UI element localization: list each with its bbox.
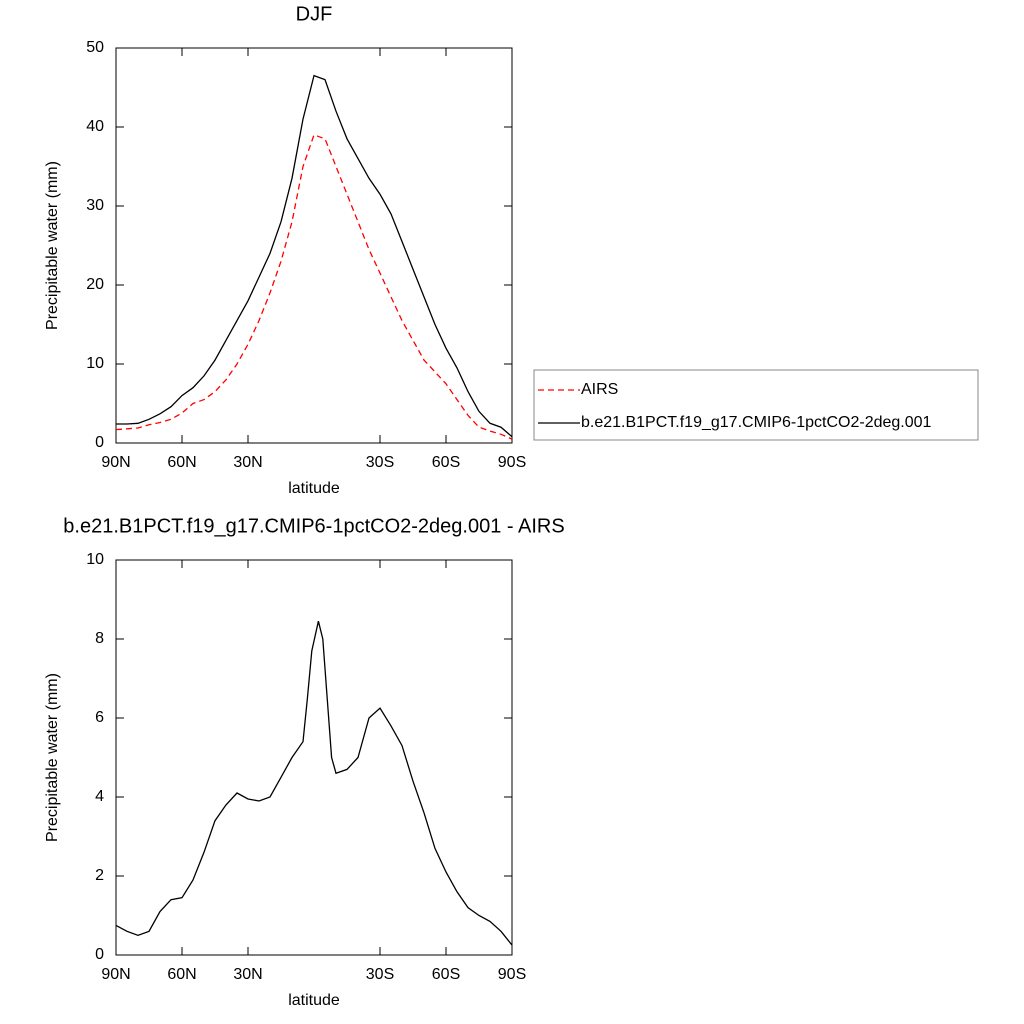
data-line [115, 621, 513, 946]
plot-frame [115, 559, 513, 956]
x-tick-label: 60S [432, 454, 460, 471]
y-tick-label: 8 [95, 630, 104, 647]
chart-title: DJF [296, 3, 333, 25]
legend-label: b.e21.B1PCT.f19_g17.CMIP6-1pctCO2-2deg.0… [581, 414, 932, 431]
x-tick-label: 30S [366, 966, 394, 983]
y-tick-label: 10 [86, 551, 104, 568]
x-tick-label: 30N [233, 966, 262, 983]
x-tick-label: 60N [167, 966, 196, 983]
y-tick-label: 0 [95, 946, 104, 963]
plot-frame [115, 47, 513, 444]
x-tick-label: 60S [432, 966, 460, 983]
y-tick-label: 20 [86, 276, 104, 293]
y-axis-label: Precipitable water (mm) [44, 673, 61, 842]
y-axis-label: Precipitable water (mm) [44, 161, 61, 330]
x-tick-label: 30S [366, 454, 394, 471]
x-tick-label: 30N [233, 454, 262, 471]
y-tick-label: 6 [95, 709, 104, 726]
y-tick-label: 0 [95, 434, 104, 451]
x-tick-label: 60N [167, 454, 196, 471]
y-tick-label: 4 [95, 788, 104, 805]
x-axis-label: latitude [288, 992, 340, 1009]
x-tick-label: 90S [498, 454, 526, 471]
legend-label: AIRS [581, 381, 618, 398]
y-tick-label: 50 [86, 39, 104, 56]
x-tick-label: 90S [498, 966, 526, 983]
x-axis-label: latitude [288, 480, 340, 497]
data-line [116, 74, 513, 438]
y-tick-label: 40 [86, 118, 104, 135]
chart-title: b.e21.B1PCT.f19_g17.CMIP6-1pctCO2-2deg.0… [63, 515, 564, 537]
y-tick-label: 2 [95, 867, 104, 884]
y-tick-label: 30 [86, 197, 104, 214]
x-tick-label: 90N [101, 966, 130, 983]
data-line [115, 134, 513, 440]
legend-box [533, 369, 979, 441]
x-tick-label: 90N [101, 454, 130, 471]
y-tick-label: 10 [86, 355, 104, 372]
